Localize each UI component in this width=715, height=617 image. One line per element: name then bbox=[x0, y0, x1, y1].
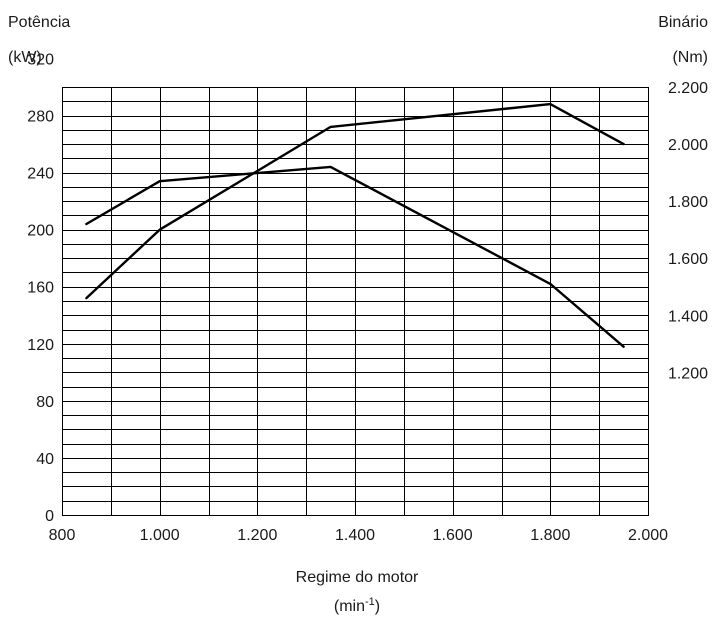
x-tick-label: 2.000 bbox=[628, 527, 668, 544]
left-tick-label: 240 bbox=[27, 166, 54, 183]
left-tick-label: 40 bbox=[36, 451, 54, 468]
power-curve-line bbox=[85, 102, 625, 300]
left-tick-label: 280 bbox=[27, 109, 54, 126]
grid bbox=[61, 86, 650, 517]
left-tick-label: 80 bbox=[36, 394, 54, 411]
left-tick-label: 200 bbox=[27, 223, 54, 240]
x-axis-unit: (min-1) bbox=[334, 596, 380, 615]
right-tick-label: 1.600 bbox=[668, 251, 708, 268]
x-axis-unit-exponent: -1 bbox=[365, 596, 375, 608]
right-axis-title: Binário bbox=[658, 14, 708, 31]
right-tick-label: 2.000 bbox=[668, 137, 708, 154]
x-axis-unit-end: ) bbox=[375, 598, 380, 615]
left-tick-label: 120 bbox=[27, 337, 54, 354]
x-tick-label: 1.000 bbox=[140, 527, 180, 544]
right-tick-label: 1.400 bbox=[668, 308, 708, 325]
x-tick-label: 1.200 bbox=[237, 527, 277, 544]
right-axis-unit: (Nm) bbox=[672, 49, 708, 66]
x-tick-label: 800 bbox=[49, 527, 76, 544]
x-tick-label: 1.600 bbox=[433, 527, 473, 544]
x-tick-label: 1.400 bbox=[335, 527, 375, 544]
right-tick-label: 1.200 bbox=[668, 365, 708, 382]
left-axis-title: Potência bbox=[8, 14, 70, 31]
right-tick-label: 2.200 bbox=[668, 80, 708, 97]
left-tick-label: 320 bbox=[27, 51, 54, 68]
x-axis-unit-base: (min bbox=[334, 598, 365, 615]
x-axis-title: Regime do motor bbox=[296, 569, 419, 586]
left-tick-label: 160 bbox=[27, 280, 54, 297]
torque-curve-line bbox=[85, 165, 625, 348]
right-tick-label: 1.800 bbox=[668, 194, 708, 211]
left-tick-label: 0 bbox=[45, 508, 54, 525]
series-layer bbox=[85, 102, 625, 348]
left-axis-unit: (kW) bbox=[8, 49, 42, 66]
tick-labels: 0 40 80 120 160 200 240 280 320 1.200 1.400 1.600 1.… bbox=[27, 51, 708, 544]
plot-frame bbox=[61, 86, 650, 517]
x-tick-label: 1.800 bbox=[530, 527, 570, 544]
